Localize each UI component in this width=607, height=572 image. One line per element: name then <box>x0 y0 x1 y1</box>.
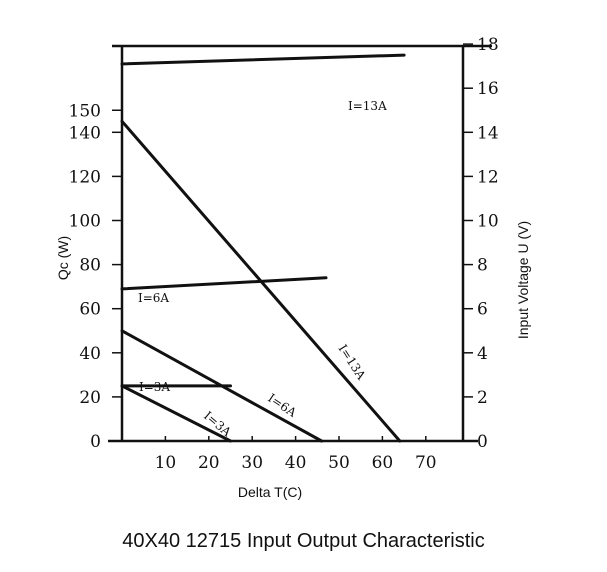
y-right-tick-label: 14 <box>477 123 499 143</box>
x-tick-label: 40 <box>285 453 307 473</box>
series-label-voltage-i3a: I=3A <box>139 380 170 394</box>
y-axis-left-title: Qc (W) <box>55 236 71 280</box>
x-tick-label: 30 <box>241 453 263 473</box>
y-left-tick-label: 150 <box>69 101 101 121</box>
y-left-tick-label: 20 <box>79 388 101 408</box>
series-line-voltage-i6a <box>120 276 328 291</box>
series-line-voltage-i13a <box>120 53 406 66</box>
y-left-tick-label: 80 <box>79 256 101 276</box>
y-left-tick-label: 100 <box>69 212 101 232</box>
x-tick-label: 10 <box>155 453 177 473</box>
y-right-tick-label: 18 <box>477 35 499 55</box>
series-lines <box>120 53 406 443</box>
y-left-tick-label: 0 <box>90 432 101 452</box>
series-line-Qc-i3a <box>120 384 232 443</box>
series-label-voltage-i13a: I=13A <box>348 99 387 113</box>
y-left-tick-label: 60 <box>79 300 101 320</box>
x-tick-label: 60 <box>372 453 394 473</box>
series-label-Qc-i13a: I=13A <box>335 342 368 382</box>
series-label-voltage-i6a: I=6A <box>138 291 169 305</box>
y-left-tick-label: 140 <box>69 123 101 143</box>
y-axis-right-title: Input Voltage U (V) <box>515 221 531 339</box>
chart-caption: 40X40 12715 Input Output Characteristic <box>122 530 485 552</box>
y-right-tick-label: 8 <box>477 256 488 276</box>
x-tick-label: 50 <box>328 453 350 473</box>
y-right-tick-label: 12 <box>477 167 499 187</box>
x-tick-label: 70 <box>415 453 437 473</box>
x-tick-label: 20 <box>198 453 220 473</box>
y-right-tick-label: 0 <box>477 432 488 452</box>
y-left-tick-label: 120 <box>69 167 101 187</box>
y-left-tick-label: 40 <box>79 344 101 364</box>
x-axis-title: Delta T(C) <box>238 484 302 500</box>
chart-frame <box>108 44 492 443</box>
y-right-tick-label: 16 <box>477 79 499 99</box>
y-right-tick-label: 2 <box>477 388 488 408</box>
y-right-tick-label: 4 <box>477 344 488 364</box>
y-right-tick-label: 6 <box>477 300 488 320</box>
y-right-tick-label: 10 <box>477 212 499 232</box>
series-label-Qc-i6a: I=6A <box>265 391 299 420</box>
